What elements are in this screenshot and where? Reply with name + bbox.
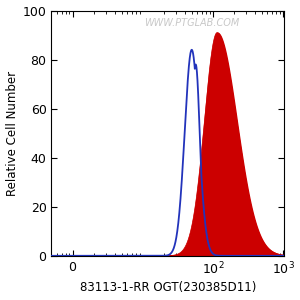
Text: WWW.PTGLAB.COM: WWW.PTGLAB.COM [144, 18, 239, 28]
X-axis label: 83113-1-RR OGT(230385D11): 83113-1-RR OGT(230385D11) [80, 281, 256, 294]
Y-axis label: Relative Cell Number: Relative Cell Number [6, 70, 19, 196]
